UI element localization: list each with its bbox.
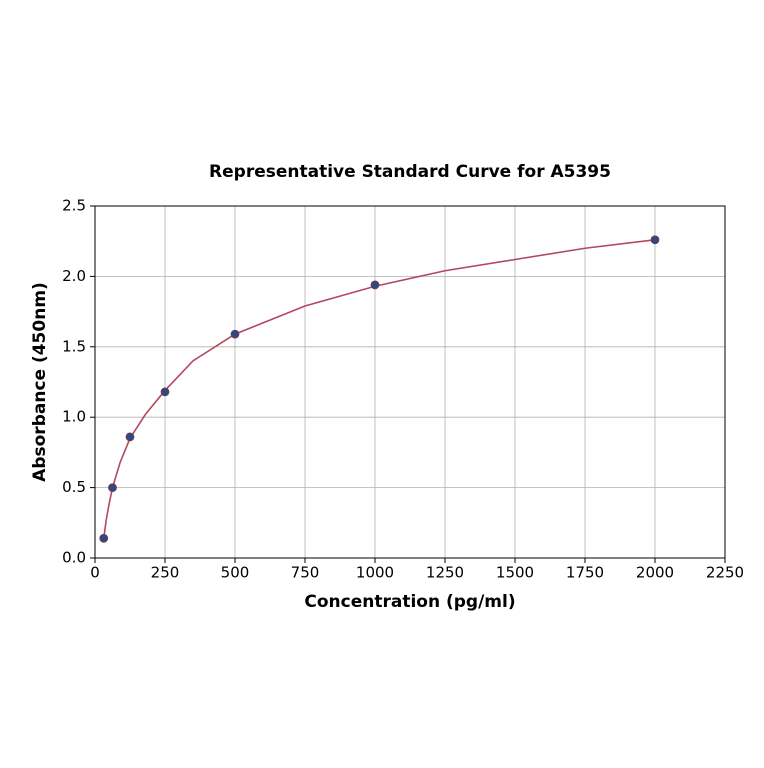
x-tick-label: 250 xyxy=(151,564,180,582)
y-tick-label: 0.5 xyxy=(62,478,86,496)
data-point xyxy=(125,432,135,442)
x-tick-label: 2000 xyxy=(636,564,674,582)
x-tick-label: 1000 xyxy=(356,564,394,582)
data-point xyxy=(108,483,117,493)
data-point xyxy=(650,235,660,245)
y-tick-label: 1.0 xyxy=(62,408,86,426)
data-point xyxy=(160,387,170,397)
x-axis-label: Concentration (pg/ml) xyxy=(304,592,515,612)
x-tick-label: 750 xyxy=(291,564,320,582)
data-point xyxy=(370,280,380,290)
x-tick-label: 1500 xyxy=(496,564,534,582)
x-tick-label: 2250 xyxy=(706,564,744,582)
fit-curve xyxy=(102,238,656,539)
x-tick-label: 1750 xyxy=(566,564,604,582)
x-tick-label: 0 xyxy=(90,564,100,582)
plot-frame xyxy=(94,205,726,559)
data-point xyxy=(230,329,240,339)
y-tick-label: 0.0 xyxy=(62,549,86,567)
data-point xyxy=(99,533,109,543)
x-tick-label: 1250 xyxy=(426,564,464,582)
x-tick-label: 500 xyxy=(221,564,250,582)
y-tick-label: 1.5 xyxy=(62,337,86,355)
y-tick-label: 2.5 xyxy=(62,197,86,215)
y-axis-label: Absorbance (450nm) xyxy=(30,282,50,482)
y-tick-label: 2.0 xyxy=(62,267,86,285)
chart-title: Representative Standard Curve for A5395 xyxy=(209,162,611,182)
